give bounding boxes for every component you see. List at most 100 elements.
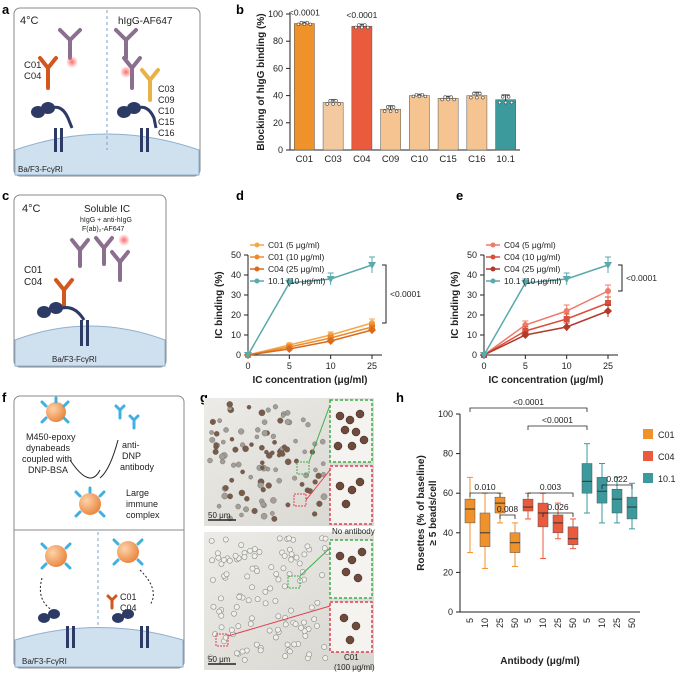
y-tick-label: 30 xyxy=(467,290,477,300)
cell xyxy=(316,500,323,507)
y-tick-label: 20 xyxy=(467,310,477,320)
x-tick-label: 10 xyxy=(326,361,336,371)
cell xyxy=(302,449,307,455)
p-value-label: <0.0001 xyxy=(626,273,657,283)
data-point xyxy=(443,95,447,99)
bead xyxy=(355,409,365,419)
significance-bracket xyxy=(382,264,387,324)
antibody-icon xyxy=(40,538,144,570)
cell xyxy=(242,445,249,453)
p-value-label: <0.0001 xyxy=(542,415,573,425)
panel-f: f M450-epoxy dynabeads coupled with DNP-… xyxy=(2,390,185,669)
data-point xyxy=(357,23,361,27)
clone-label-C04: C04 xyxy=(24,71,41,82)
significance-bracket xyxy=(618,264,623,292)
x-axis-label: IC concentration (μg/ml) xyxy=(488,375,603,386)
data-point xyxy=(326,337,335,345)
cell xyxy=(232,446,239,453)
complex-text-1: Large xyxy=(126,488,149,498)
data-point xyxy=(449,95,453,99)
cell xyxy=(281,552,288,559)
cell xyxy=(265,482,272,489)
cell xyxy=(260,487,266,493)
cell xyxy=(253,641,260,648)
x-tick-label: 50 xyxy=(627,618,637,628)
cell xyxy=(227,493,233,500)
x-tick-label: C15 xyxy=(439,154,456,165)
cell xyxy=(315,472,322,479)
bead xyxy=(359,435,369,445)
significance-bracket xyxy=(469,407,588,412)
ic-subtitle-1: hIgG + anti-hIgG xyxy=(80,217,132,224)
legend-label: C01 xyxy=(658,430,675,440)
panel-label-a: a xyxy=(2,2,10,17)
data-point xyxy=(481,95,485,100)
cell xyxy=(247,620,254,627)
x-tick-label: 5 xyxy=(523,618,533,623)
cell xyxy=(312,479,318,485)
box-10.1-10 xyxy=(596,477,608,504)
cell xyxy=(218,595,224,602)
clone-label-C04: C04 xyxy=(120,603,137,613)
cell xyxy=(261,419,268,425)
cell xyxy=(314,599,321,606)
data-point xyxy=(509,100,514,105)
legend-label: C04 (25 μg/ml) xyxy=(504,264,561,274)
cell xyxy=(301,619,307,626)
cell xyxy=(285,502,291,508)
y-tick-label: 30 xyxy=(231,290,241,300)
cell xyxy=(231,462,237,468)
cell xyxy=(249,565,256,572)
cell xyxy=(257,482,264,489)
cell xyxy=(238,542,245,548)
data-point xyxy=(285,345,294,353)
cell xyxy=(262,588,269,595)
cell xyxy=(270,511,275,516)
cell xyxy=(275,626,281,633)
antibody-icon xyxy=(74,486,106,518)
cell xyxy=(236,594,243,600)
y-tick-label: 10 xyxy=(467,330,477,340)
panel-label-c: c xyxy=(2,188,9,203)
cell xyxy=(233,604,240,610)
cell xyxy=(321,545,328,552)
x-tick-label: 25 xyxy=(612,618,622,628)
bar-C03 xyxy=(322,102,344,151)
antibody-icon xyxy=(38,28,160,102)
cell xyxy=(235,503,241,510)
x-tick-label: 25 xyxy=(603,361,613,371)
cell xyxy=(299,569,306,575)
cell xyxy=(300,417,306,423)
cell xyxy=(260,501,266,507)
cell xyxy=(268,564,275,571)
y-tick-label: 80 xyxy=(443,449,453,459)
y-tick-label: 20 xyxy=(443,567,453,577)
cell xyxy=(229,477,235,483)
cell xyxy=(249,442,254,447)
data-point xyxy=(394,109,399,113)
series-line-1 xyxy=(247,326,373,356)
legend-marker xyxy=(254,254,260,260)
cell xyxy=(212,448,219,455)
c01-label: C01 xyxy=(344,653,359,662)
clone-label-C01: C01 xyxy=(24,60,41,71)
data-point xyxy=(446,97,450,102)
clone-label-C15: C15 xyxy=(158,117,175,127)
data-point xyxy=(325,102,329,106)
cell xyxy=(265,407,271,413)
data-point xyxy=(385,105,390,109)
bar-C04 xyxy=(351,25,373,151)
bead xyxy=(347,485,357,495)
cell xyxy=(209,418,216,425)
x-tick-label: C01 xyxy=(296,154,313,165)
data-point xyxy=(417,94,422,99)
data-point xyxy=(337,102,341,106)
box-C04-25 xyxy=(552,514,564,534)
significance-bracket xyxy=(601,484,633,489)
cell xyxy=(238,428,245,435)
y-tick-label: 0 xyxy=(236,350,241,360)
x-tick-label: 5 xyxy=(582,618,592,623)
legend-label: C01 (5 μg/ml) xyxy=(268,240,320,250)
cell xyxy=(231,610,237,617)
cell xyxy=(246,404,252,410)
